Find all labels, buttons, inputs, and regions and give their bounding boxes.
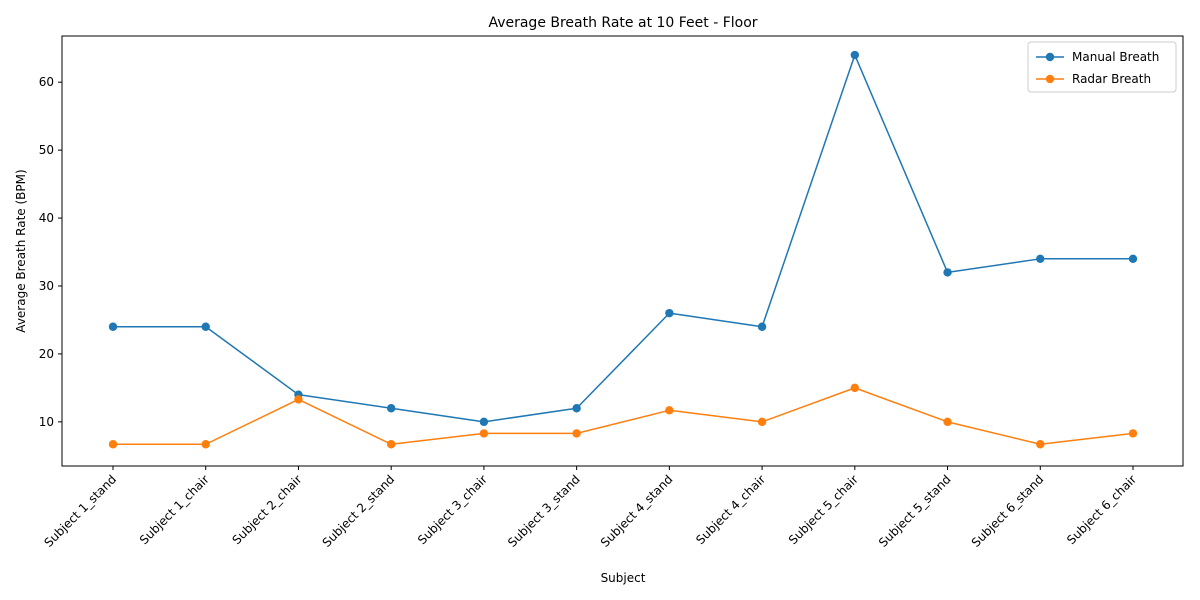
data-point — [757, 417, 767, 427]
legend-box — [1027, 41, 1177, 93]
data-point — [294, 395, 303, 404]
data-point — [1128, 429, 1138, 438]
data-point — [201, 322, 210, 331]
data-point — [386, 440, 396, 449]
series-line-radar-breath — [113, 387, 1134, 446]
chart-title: Average Breath Rate at 10 Feet - Floor — [488, 15, 757, 31]
data-point — [850, 383, 860, 393]
data-point — [1128, 254, 1138, 264]
data-point — [572, 429, 581, 438]
y-axis-title: Average Breath Rate (BPM) — [14, 169, 28, 332]
data-point — [386, 404, 396, 413]
legend-label: Manual Breath — [1072, 50, 1159, 64]
data-point — [108, 322, 118, 331]
y-tick-label: 60 — [39, 75, 54, 89]
y-tick-label: 50 — [39, 143, 54, 157]
y-tick-label: 40 — [39, 211, 54, 225]
data-point — [757, 322, 767, 331]
legend-marker — [1045, 74, 1055, 84]
legend-label: Radar Breath — [1072, 72, 1151, 86]
data-point — [1036, 440, 1045, 449]
data-point — [943, 417, 952, 427]
data-point — [943, 268, 952, 277]
legend-marker — [1045, 52, 1055, 62]
data-point — [479, 429, 489, 438]
data-point — [572, 404, 581, 413]
y-tick-label: 20 — [39, 347, 54, 361]
data-point — [479, 417, 489, 427]
data-point — [665, 406, 674, 415]
y-tick-label: 30 — [39, 279, 54, 293]
series-line-manual-breath — [113, 54, 1133, 423]
x-axis-title: Subject — [601, 571, 646, 585]
plot-frame — [61, 35, 1184, 467]
data-point — [1036, 254, 1045, 264]
data-point — [850, 50, 860, 60]
data-point — [665, 308, 674, 318]
data-point — [108, 440, 118, 449]
y-tick-label: 10 — [39, 415, 54, 429]
data-point — [201, 440, 210, 449]
